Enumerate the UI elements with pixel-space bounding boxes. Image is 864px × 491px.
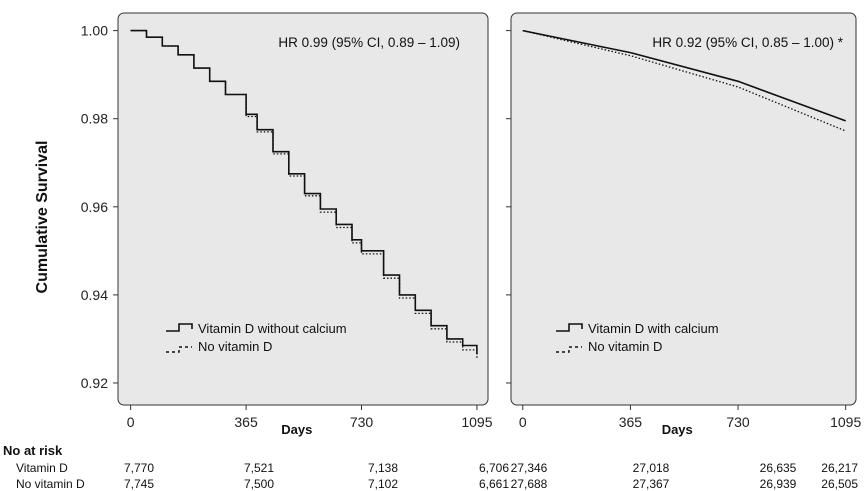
x-tick-label: 365: [619, 414, 643, 430]
y-axis-title: Cumulative Survival: [34, 141, 51, 294]
panel-2: 0 365 730 1095 Days HR 0.92 (95% CI, 0.85 – 1…: [506, 12, 861, 491]
x-tick-label: 730: [726, 414, 750, 430]
legend-swatch-solid: [556, 323, 583, 332]
legend-label-vitamin-d: Vitamin D without calcium: [198, 321, 347, 336]
at-risk-count: 26,939: [760, 477, 797, 491]
at-risk-count: 7,770: [124, 461, 154, 475]
legend: Vitamin D with calcium No vitamin D: [556, 321, 719, 354]
at-risk-count: 7,745: [124, 477, 154, 491]
x-axis-title: Days: [662, 422, 693, 437]
legend-label-no-vitamin-d: No vitamin D: [588, 339, 662, 354]
at-risk-count: 26,635: [760, 461, 797, 475]
at-risk-count: 7,521: [244, 461, 274, 475]
at-risk-count: 6,661: [479, 477, 509, 491]
legend-swatch-solid: [166, 323, 193, 332]
at-risk-count: 27,688: [511, 477, 548, 491]
at-risk-row-label-no-vitamin-d: No vitamin D: [16, 477, 85, 491]
at-risk-count: 26,505: [821, 477, 858, 491]
y-tick-label: 0.92: [81, 375, 108, 391]
at-risk-count: 7,138: [368, 461, 398, 475]
legend-label-no-vitamin-d: No vitamin D: [198, 339, 272, 354]
at-risk-count: 7,102: [368, 477, 398, 491]
series-line-no-vitamin-d: [522, 29, 846, 132]
y-tick-label: 0.94: [81, 287, 108, 303]
hazard-ratio-annotation: HR 0.99 (95% CI, 0.89 – 1.09): [278, 35, 460, 50]
legend: Vitamin D without calcium No vitamin D: [166, 321, 347, 354]
panel-1: 1.00 0.98 0.96 0.94 0.92 0 365 730 1095 Days HR 0.…: [81, 12, 509, 491]
x-tick-label: 365: [234, 414, 258, 430]
legend-swatch-dotted: [166, 346, 192, 353]
x-tick-label: 1095: [461, 414, 492, 430]
at-risk-table: No at risk Vitamin D No vitamin D: [3, 443, 85, 491]
y-tick-label: 0.96: [81, 199, 108, 215]
at-risk-count: 26,217: [821, 461, 858, 475]
series-line-no-vitamin-d: [130, 29, 478, 359]
x-axis-title: Days: [281, 422, 312, 437]
at-risk-count: 27,367: [633, 477, 670, 491]
legend-swatch-dotted: [556, 346, 582, 353]
y-tick-label: 0.98: [81, 111, 108, 127]
at-risk-count: 6,706: [479, 461, 509, 475]
plot-area: [510, 12, 857, 406]
x-tick-label: 0: [519, 414, 527, 430]
at-risk-row-label-vitamin-d: Vitamin D: [16, 461, 68, 475]
hazard-ratio-annotation: HR 0.92 (95% CI, 0.85 – 1.00) *: [652, 35, 843, 50]
at-risk-heading: No at risk: [3, 443, 63, 458]
series-line-vitamin-d: [522, 29, 846, 122]
at-risk-count: 27,018: [633, 461, 670, 475]
x-tick-label: 0: [127, 414, 135, 430]
plot-area: [117, 12, 489, 406]
legend-label-vitamin-d: Vitamin D with calcium: [588, 321, 719, 336]
x-tick-label: 1095: [830, 414, 861, 430]
x-tick-label: 730: [350, 414, 374, 430]
at-risk-count: 27,346: [511, 461, 548, 475]
at-risk-count: 7,500: [244, 477, 274, 491]
y-tick-label: 1.00: [81, 23, 108, 39]
